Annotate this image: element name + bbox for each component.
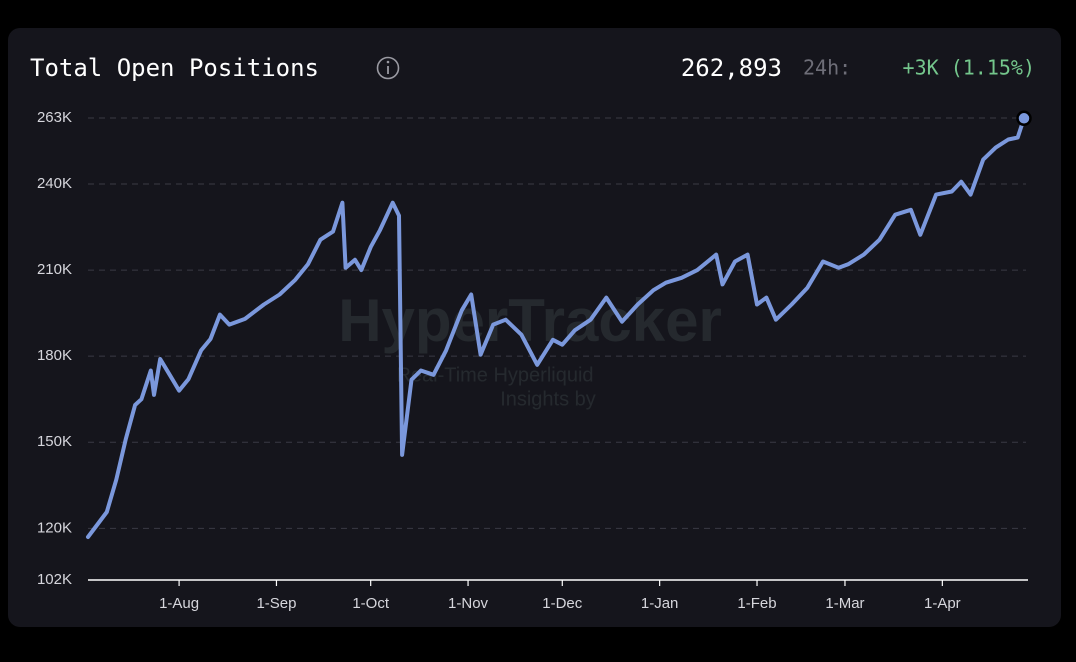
x-tick-label: 1-Jan — [641, 595, 679, 612]
y-tick-label: 210K — [37, 261, 72, 278]
x-tick-label: 1-Oct — [352, 595, 390, 612]
info-icon[interactable] — [376, 56, 400, 80]
series-line — [86, 116, 1026, 539]
x-tick-label: 1-Nov — [448, 595, 489, 612]
y-tick-label: 150K — [37, 433, 72, 450]
y-tick-label: 180K — [37, 347, 72, 364]
chart-title: Total Open Positions — [30, 54, 319, 82]
x-tick-label: 1-Sep — [256, 595, 296, 612]
plot: 102K 120K 150K 180K 210K 240K 263K 1-Aug 1-Sep 1-… — [37, 109, 1032, 612]
watermark-byline: Insights by — [500, 388, 596, 410]
y-tick-label: 120K — [37, 519, 72, 536]
watermark-title: HyperTracker — [338, 287, 722, 354]
current-value: 262,893 — [681, 54, 782, 82]
y-tick-label: 240K — [37, 175, 72, 192]
x-tick-label: 1-Apr — [924, 595, 961, 612]
y-tick-label: 263K — [37, 109, 72, 126]
card — [8, 28, 1061, 627]
x-tick-label: 1-Mar — [825, 595, 864, 612]
x-tick-label: 1-Aug — [159, 595, 199, 612]
x-tick-label: 1-Dec — [542, 595, 583, 612]
watermark-subtitle: Real-Time Hyperliquid — [396, 364, 593, 386]
period-label: 24h: — [803, 56, 851, 80]
y-tick-label: 102K — [37, 571, 72, 588]
last-point — [1016, 110, 1032, 127]
change-label: +3K (1.15%) — [903, 56, 1035, 80]
x-tick-label: 1-Feb — [737, 595, 776, 612]
